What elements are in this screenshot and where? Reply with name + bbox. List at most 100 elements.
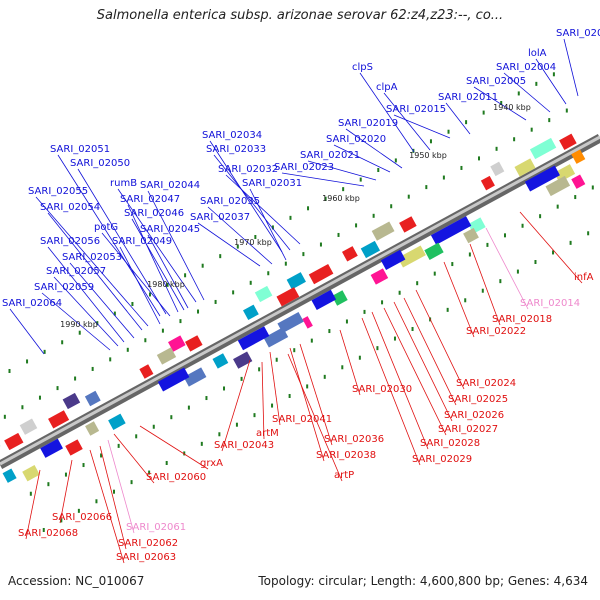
- forward-callout: [249, 188, 287, 261]
- forward-gene-label: SARI_02019: [338, 118, 398, 129]
- scale-tick: [113, 311, 116, 316]
- scale-tick: [530, 127, 533, 132]
- forward-callout: [359, 72, 415, 153]
- forward-gene-label: SARI_02023: [274, 162, 334, 173]
- scale-tick: [254, 235, 257, 240]
- scale-tick: [398, 290, 401, 295]
- scale-tick: [460, 165, 463, 170]
- scale-tick: [416, 281, 419, 286]
- scale-tick: [179, 319, 182, 324]
- scale-tick: [64, 472, 67, 477]
- gene-block: [157, 367, 190, 392]
- scale-tick: [235, 422, 238, 427]
- gene-block: [371, 221, 395, 241]
- scale-tick: [372, 213, 375, 218]
- scale-tick: [447, 129, 450, 134]
- forward-gene-label: SARI_02064: [2, 298, 62, 309]
- forward-gene-label: SARI_02037: [190, 212, 250, 223]
- scale-tick: [218, 432, 221, 437]
- scale-tick: [275, 357, 278, 362]
- gene-block: [85, 421, 100, 436]
- reverse-callout: [415, 289, 465, 390]
- forward-gene-label: SARI_02051: [50, 144, 110, 155]
- forward-gene-label: SARI_02011: [438, 92, 498, 103]
- gene-block: [311, 289, 337, 310]
- reverse-gene-label: SARI_02018: [492, 314, 552, 325]
- reverse-gene-label: grxA: [200, 458, 223, 469]
- forward-callout: [281, 172, 365, 187]
- scale-tick: [341, 365, 344, 370]
- scale-tick: [481, 288, 484, 293]
- reverse-gene-label: artP: [334, 470, 354, 481]
- scale-tick: [499, 279, 502, 284]
- scale-tick: [130, 480, 133, 485]
- forward-gene-label: SARI_02031: [242, 178, 302, 189]
- reverse-gene-label: SARI_02030: [352, 384, 412, 395]
- gene-block: [514, 158, 536, 177]
- forward-callout: [213, 154, 291, 251]
- gene-block: [341, 246, 358, 262]
- scale-tick: [465, 120, 468, 125]
- scale-tick: [267, 271, 270, 276]
- scale-tick: [113, 489, 116, 494]
- reverse-gene-label: SARI_02025: [448, 394, 508, 405]
- reverse-callout: [361, 317, 421, 466]
- gene-block: [399, 216, 417, 233]
- scale-tick: [393, 336, 396, 341]
- forward-callout: [41, 292, 111, 351]
- forward-gene-label: SARI_02005: [466, 76, 526, 87]
- scale-tick: [468, 252, 471, 257]
- scale-tick: [126, 347, 129, 352]
- scale-tick: [376, 346, 379, 351]
- forward-callout: [345, 128, 403, 169]
- gene-block: [65, 439, 83, 456]
- scale-tick: [442, 175, 445, 180]
- forward-gene-label: SARI_02015: [386, 104, 446, 115]
- gene-block: [168, 335, 186, 352]
- forward-gene-label: SARI_02020: [326, 134, 386, 145]
- scale-tick: [184, 273, 187, 278]
- reverse-callout: [99, 445, 127, 550]
- reverse-callout: [383, 307, 447, 436]
- reverse-gene-label: SARI_02061: [126, 522, 186, 533]
- scale-tick: [552, 72, 555, 77]
- gene-block: [554, 164, 576, 183]
- reverse-gene-label: SARI_02038: [316, 450, 376, 461]
- reverse-gene-label: SARI_02063: [116, 552, 176, 563]
- forward-callout: [53, 276, 119, 347]
- forward-callout: [147, 234, 189, 309]
- forward-callout: [503, 72, 551, 113]
- scale-tick: [166, 282, 169, 287]
- scale-tick: [539, 214, 542, 219]
- scale-tick: [495, 146, 498, 151]
- forward-callout: [197, 222, 261, 267]
- topology-text: Topology: circular; Length: 4,600,800 bp…: [258, 574, 588, 588]
- scale-tick: [306, 384, 309, 389]
- forward-gene-label: SARI_02045: [140, 224, 200, 235]
- reverse-gene-label: SARI_02036: [324, 434, 384, 445]
- forward-gene-label: SARI_02053: [62, 252, 122, 263]
- scale-tick: [535, 81, 538, 86]
- kbp-label: 1980 kbp: [147, 280, 185, 289]
- scale-tick: [565, 108, 568, 113]
- gene-block: [48, 410, 70, 429]
- scale-tick: [552, 250, 555, 255]
- scale-tick: [47, 482, 50, 487]
- forward-callout: [35, 196, 149, 327]
- forward-gene-label: SARI_02021: [300, 150, 360, 161]
- reverse-callout: [519, 211, 583, 284]
- forward-callout: [47, 246, 125, 343]
- scale-tick: [3, 414, 6, 419]
- forward-gene-label: SARI_02034: [202, 130, 262, 141]
- scale-tick: [82, 463, 85, 468]
- forward-gene-label: SARI_02004: [496, 62, 556, 73]
- scale-tick: [236, 244, 239, 249]
- gene-block: [370, 268, 389, 285]
- scale-tick: [170, 415, 173, 420]
- scale-tick: [516, 269, 519, 274]
- forward-callout: [101, 232, 171, 317]
- gene-block: [254, 285, 273, 303]
- scale-tick: [240, 376, 243, 381]
- scale-tick: [569, 240, 572, 245]
